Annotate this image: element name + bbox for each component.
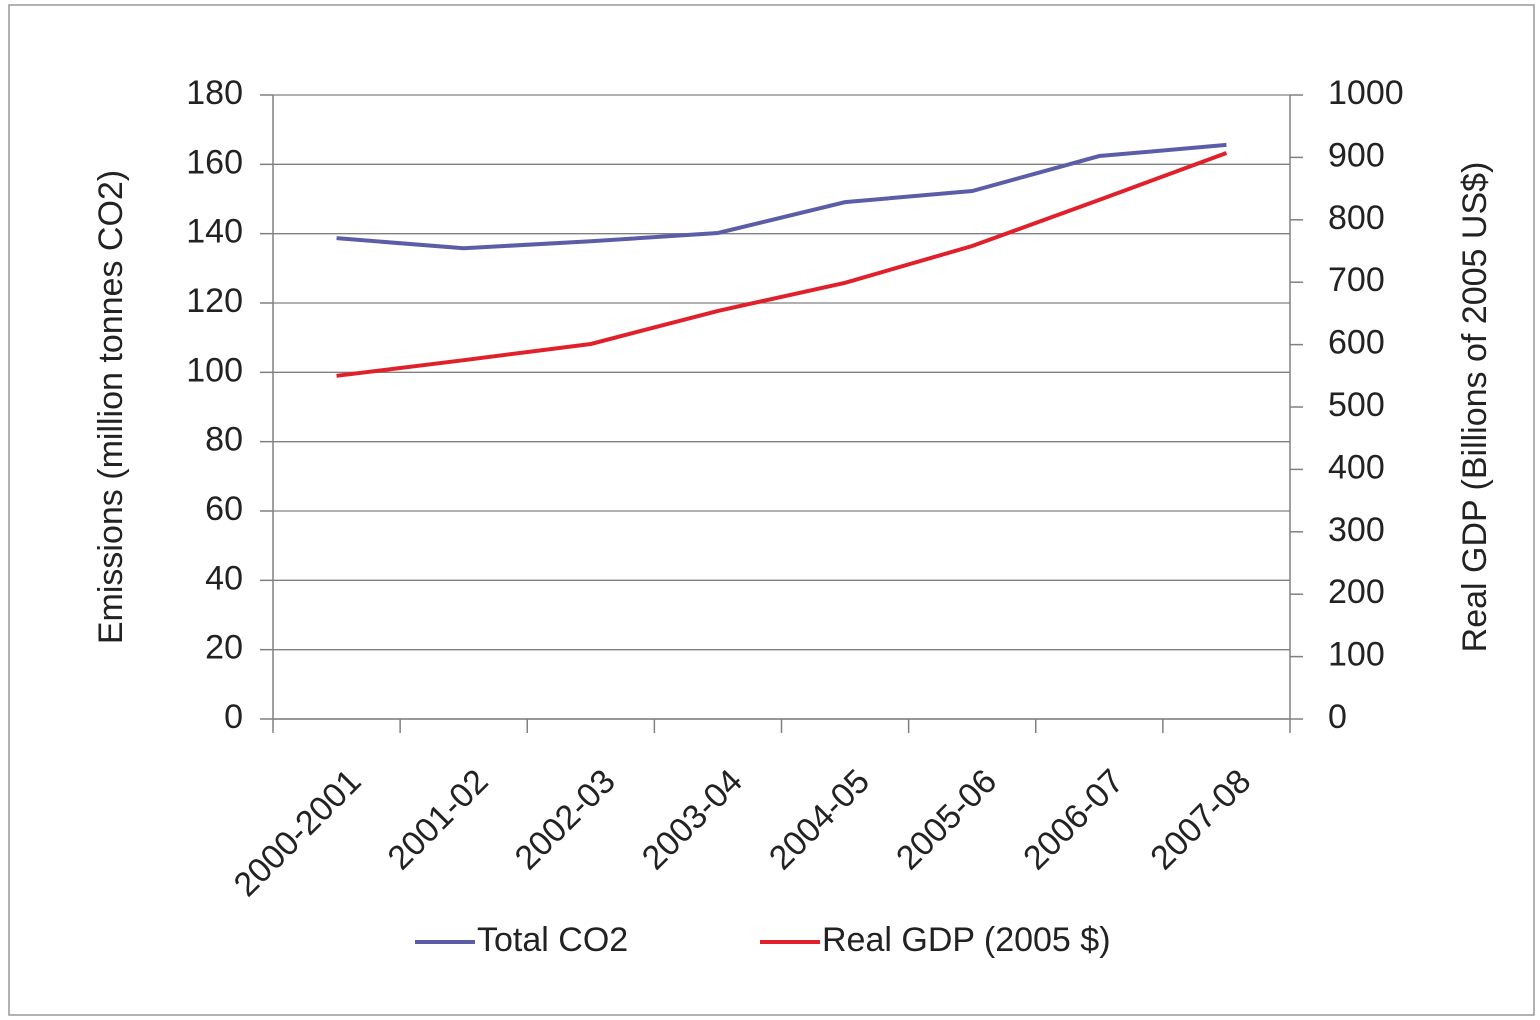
y2-tick-label: 900 xyxy=(1328,136,1385,174)
series-line xyxy=(336,151,1228,378)
y2-tick-label: 200 xyxy=(1328,573,1385,611)
legend-label: Real GDP (2005 $) xyxy=(822,921,1111,959)
series-line xyxy=(336,142,1227,251)
y-axis-title: Emissions (million tonnes CO2) xyxy=(92,170,130,644)
y2-tick-label: 400 xyxy=(1328,448,1385,486)
y2-axis-title: Real GDP (Billions of 2005 US$) xyxy=(1456,162,1494,653)
y-tick-label: 40 xyxy=(205,559,243,597)
y2-tick-label: 600 xyxy=(1328,324,1385,362)
chart-frame xyxy=(8,4,1535,1016)
y2-tick-label: 800 xyxy=(1328,199,1385,237)
y2-tick-label: 700 xyxy=(1328,261,1385,299)
y-tick-label: 60 xyxy=(205,490,243,528)
y-tick-label: 120 xyxy=(186,282,243,320)
y2-tick-label: 0 xyxy=(1328,698,1347,736)
y-tick-label: 20 xyxy=(205,629,243,667)
y-tick-label: 80 xyxy=(205,421,243,459)
y-tick-label: 140 xyxy=(186,213,243,251)
y-tick-label: 160 xyxy=(186,143,243,181)
y-tick-label: 0 xyxy=(224,698,243,736)
y2-tick-label: 1000 xyxy=(1328,74,1404,112)
y-tick-label: 180 xyxy=(186,74,243,112)
y2-tick-label: 500 xyxy=(1328,386,1385,424)
y2-tick-label: 100 xyxy=(1328,636,1385,674)
legend-label: Total CO2 xyxy=(477,921,628,959)
y2-tick-label: 300 xyxy=(1328,511,1385,549)
y-tick-label: 100 xyxy=(186,351,243,389)
